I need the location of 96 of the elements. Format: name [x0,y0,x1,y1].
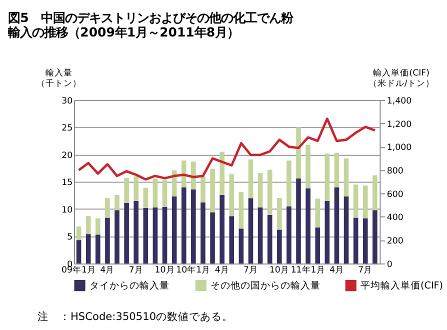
x-tick-label: 4月 [100,266,115,276]
bar [86,234,91,264]
legend-label: タイからの輸入量 [89,279,170,292]
bar [76,226,82,240]
bar [172,196,177,264]
bar [114,194,120,210]
bar [277,230,282,264]
bar [191,162,196,190]
bar [334,187,340,264]
bar [105,218,110,264]
bar [296,127,301,178]
bar [315,228,320,264]
bar [238,228,244,264]
bar [267,214,272,264]
bar [86,216,91,234]
bar [134,176,139,201]
bar [286,206,292,264]
y2-tick-label: 600 [386,190,404,200]
chart-title: 図5 中国のデキストリンおよびその他の化工でん粉輸入の推移（2009年1月～2011年8月） [7,10,294,40]
bar [124,203,129,264]
line-series [78,118,376,181]
y2-tick-label: 1,200 [386,120,412,130]
bar [96,218,100,235]
bar [277,198,282,230]
x-tick-label: 7月 [358,266,373,276]
bar [210,212,215,264]
y-axis-title: 輸入量（千トン） [36,68,82,90]
bar [114,210,120,264]
y-tick-label: 25 [62,124,73,134]
y-tick-label: 5 [67,232,73,243]
bar [220,194,224,264]
y2-axis-title: 輸入単価(CIF)（米ドル/トン） [368,68,434,90]
bar [162,180,168,207]
bar [248,198,254,264]
bar [258,173,263,208]
bar [229,216,234,264]
bar [334,152,340,188]
bar [181,160,186,188]
x-tick-label: 4月 [329,266,344,276]
y2-tick-label: 0 [386,260,392,270]
x-tick-label: 10年1月 [176,264,211,276]
y-tick-label: 10 [62,205,73,216]
bar [306,188,310,264]
bar [134,200,139,264]
y2-tick-label: 400 [386,213,404,224]
bar [324,153,330,201]
bar [210,168,215,212]
x-tick-label: 10月 [154,266,175,276]
y2-tick-label: 1,000 [386,143,412,154]
bar [152,178,158,208]
bar [162,206,168,264]
bar [315,198,320,228]
bar [181,187,186,264]
bar [353,184,358,218]
x-tick-label: 11年1月 [290,264,326,276]
x-tick-label: 09年1月 [62,264,96,276]
legend-label: 平均輸入単価(CIF) [360,279,444,292]
y-tick-label: 20 [62,150,73,161]
y2-tick-label: 200 [386,236,404,246]
bar [229,174,234,216]
bar [152,207,158,264]
x-tick-label: 4月 [214,266,230,276]
bar [372,175,378,210]
legend-label: その他の国からの輸入量 [210,279,321,292]
bar [200,176,206,202]
bar [286,160,292,206]
bar [143,188,148,208]
bar [372,210,378,264]
text: 注 ：HSCode:350510の数値である。 [37,310,234,324]
y-tick-label: 15 [62,178,73,188]
bar [306,144,310,188]
bar [258,207,263,264]
bar [324,200,330,264]
bar [344,196,349,264]
bar [96,234,100,264]
bar [296,178,301,264]
bar [267,170,272,215]
y2-tick-label: 1,400 [386,96,412,106]
bar [362,186,368,218]
bar [105,198,110,218]
bar [124,178,129,204]
y2-tick-label: 800 [386,166,404,176]
bar [344,158,349,196]
x-tick-label: 7月 [243,266,258,276]
bar [220,152,224,195]
x-tick-label: 10月 [269,266,290,276]
bar [143,208,148,264]
bar [353,218,358,264]
bar [238,192,244,229]
y-tick-label: 30 [62,96,73,106]
bar [200,202,206,264]
bar [248,159,254,198]
bar [76,240,82,264]
x-tick-label: 7月 [128,266,144,276]
bar [191,189,196,264]
bar [362,218,368,264]
